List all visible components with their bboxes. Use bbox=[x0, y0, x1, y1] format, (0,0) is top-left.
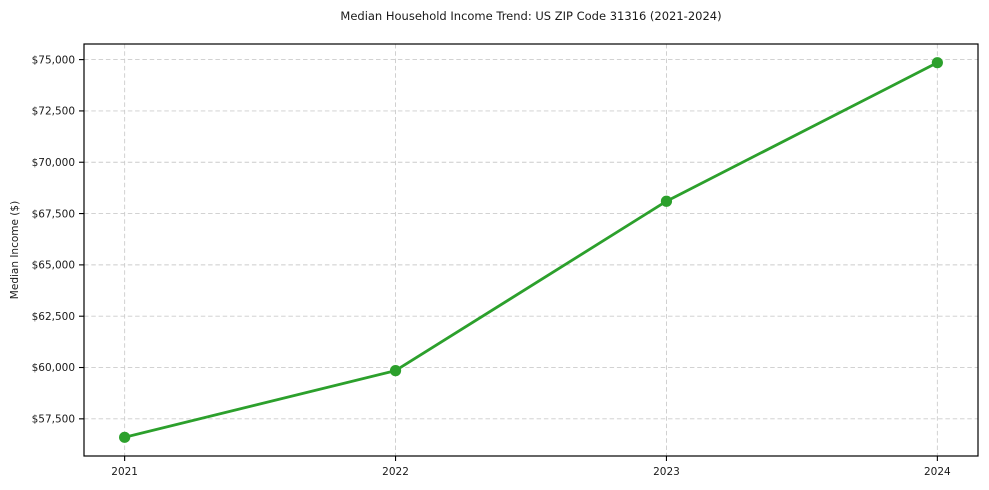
x-tick-label: 2021 bbox=[111, 466, 138, 478]
y-tick-label: $60,000 bbox=[32, 362, 75, 374]
y-tick-label: $65,000 bbox=[32, 260, 75, 272]
data-point-marker bbox=[660, 195, 673, 207]
x-tick-label: 2022 bbox=[382, 466, 409, 478]
y-tick-label: $70,000 bbox=[32, 157, 75, 169]
y-tick-label: $72,500 bbox=[32, 106, 75, 118]
data-point-marker bbox=[389, 365, 402, 377]
plot-border bbox=[83, 43, 979, 457]
chart-title: Median Household Income Trend: US ZIP Co… bbox=[340, 9, 722, 23]
x-tick-label: 2023 bbox=[653, 466, 680, 478]
y-tick-label: $62,500 bbox=[32, 311, 75, 323]
x-tick-label: 2024 bbox=[924, 466, 951, 478]
data-point-marker bbox=[931, 57, 943, 69]
y-tick-label: $57,500 bbox=[32, 414, 75, 426]
data-point-marker bbox=[119, 431, 131, 443]
y-tick-label: $75,000 bbox=[32, 54, 75, 66]
y-tick-label: $67,500 bbox=[32, 208, 75, 220]
data-line bbox=[123, 61, 939, 439]
